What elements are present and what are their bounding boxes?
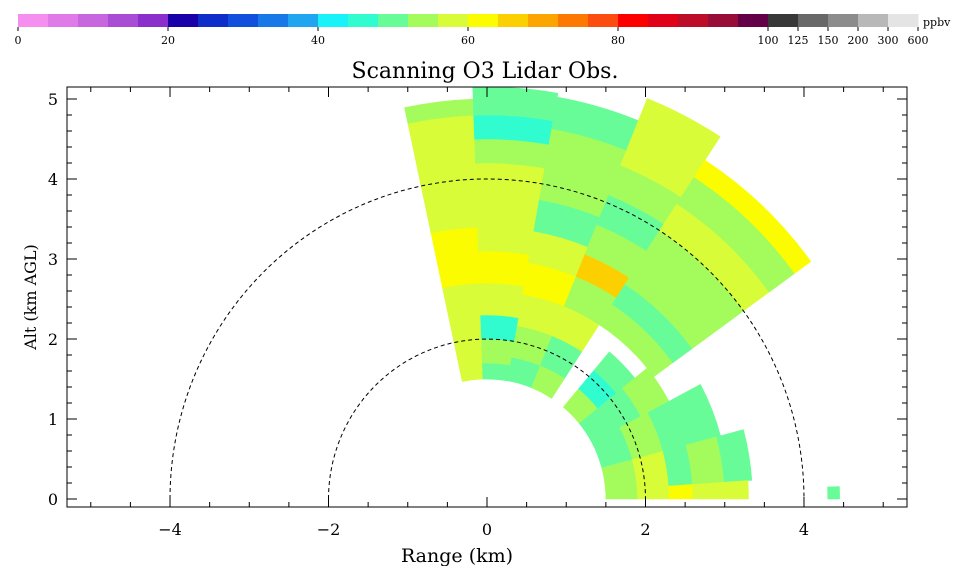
x-tick-label: −2 [317,520,341,539]
y-axis-label: Alt (km AGL) [21,244,40,351]
colorbar-tick-label: 200 [848,34,869,47]
ozone-cell [475,186,542,224]
colorbar-tick-label: 80 [611,34,625,47]
ozone-cell [668,484,694,500]
x-tick-label: −4 [158,520,182,539]
x-axis-label: Range (km) [401,545,513,566]
y-tick-label: 3 [48,250,58,269]
ozone-cell [675,383,721,444]
y-tick-label: 5 [48,90,58,109]
colorbar-swatch [108,14,139,27]
colorbar-tick-label: 0 [15,34,22,47]
plot-axes: −4 −2 0 2 4 0 1 2 3 4 5 [48,86,908,539]
colorbar-swatch [378,14,409,27]
colorbar-swatch [888,14,919,27]
colorbar-tick-label: 600 [908,34,929,47]
ozone-cell [404,98,475,124]
ozone-cell [476,218,536,256]
colorbar-swatch [858,14,889,27]
colorbar-swatch [168,14,199,27]
colorbar-swatch [678,14,709,27]
colorbar-swatch [78,14,109,27]
ozone-cell [605,488,638,500]
y-tick-label: 1 [48,410,58,429]
colorbar-swatch [138,14,169,27]
colorbar-swatch [258,14,289,27]
colorbar-swatch [408,14,439,27]
colorbar-tick-label: 125 [788,34,809,47]
colorbar-swatch [18,14,49,27]
range-rings [169,178,805,500]
y-tick-label: 0 [48,490,58,509]
colorbar-swatch [348,14,379,27]
ozone-cell [442,282,481,320]
colorbar: 0 20 40 60 80 100 125 150 200 300 600 [15,14,929,47]
ozone-cell [478,250,531,287]
colorbar-swatch [48,14,79,27]
colorbar-swatch [468,14,499,27]
colorbar-swatch [738,14,769,27]
colorbar-tick-label: 60 [461,34,475,47]
ozone-cell [455,346,484,382]
x-tick-label: 4 [799,520,809,539]
ozone-cell [622,367,670,417]
ozone-cell [716,429,753,483]
x-tick-label: 0 [482,520,492,539]
ozone-cell [481,338,515,366]
colorbar-swatch [768,14,799,27]
colorbar-swatch [588,14,619,27]
ozone-cell [635,98,721,164]
ozone-cell [692,481,726,500]
range-ring [169,178,805,500]
colorbar-unit-label: ppbv [923,16,951,29]
colorbar-swatch [618,14,649,27]
colorbar-swatch [288,14,319,27]
colorbar-swatch [708,14,739,27]
ozone-cell [693,159,812,274]
ozone-cell [448,314,483,351]
ozone-cell [437,258,480,289]
x-tick-label: 2 [640,520,650,539]
lidar-scan-sectors [404,87,840,500]
ozone-cell [551,96,639,151]
ozone-cell [593,351,636,394]
colorbar-tick-label: 100 [758,34,779,47]
ozone-cell [827,486,840,500]
colorbar-tick-label: 20 [161,34,175,47]
colorbar-swatch [198,14,229,27]
ozone-cell [479,282,525,319]
ozone-cell [424,194,478,234]
ozone-cell [430,226,480,265]
ozone-cell [636,485,670,500]
colorbar-swatch [318,14,349,27]
colorbar-swatch [648,14,679,27]
chart-title: Scanning O3 Lidar Obs. [352,59,619,84]
colorbar-swatch [228,14,259,27]
y-tick-label: 4 [48,170,58,189]
colorbar-tick-label: 40 [311,34,325,47]
ozone-cell [480,314,519,342]
colorbar-swatch [498,14,529,27]
colorbar-swatch [798,14,829,27]
ozone-cell [723,480,749,500]
colorbar-swatch [558,14,589,27]
colorbar-swatch [438,14,469,27]
y-tick-label: 2 [48,330,58,349]
colorbar-swatch [828,14,859,27]
colorbar-swatch [528,14,559,27]
colorbar-tick-label: 150 [818,34,839,47]
range-ring [328,338,646,500]
colorbar-tick-label: 300 [878,34,899,47]
ozone-cell [481,362,511,382]
